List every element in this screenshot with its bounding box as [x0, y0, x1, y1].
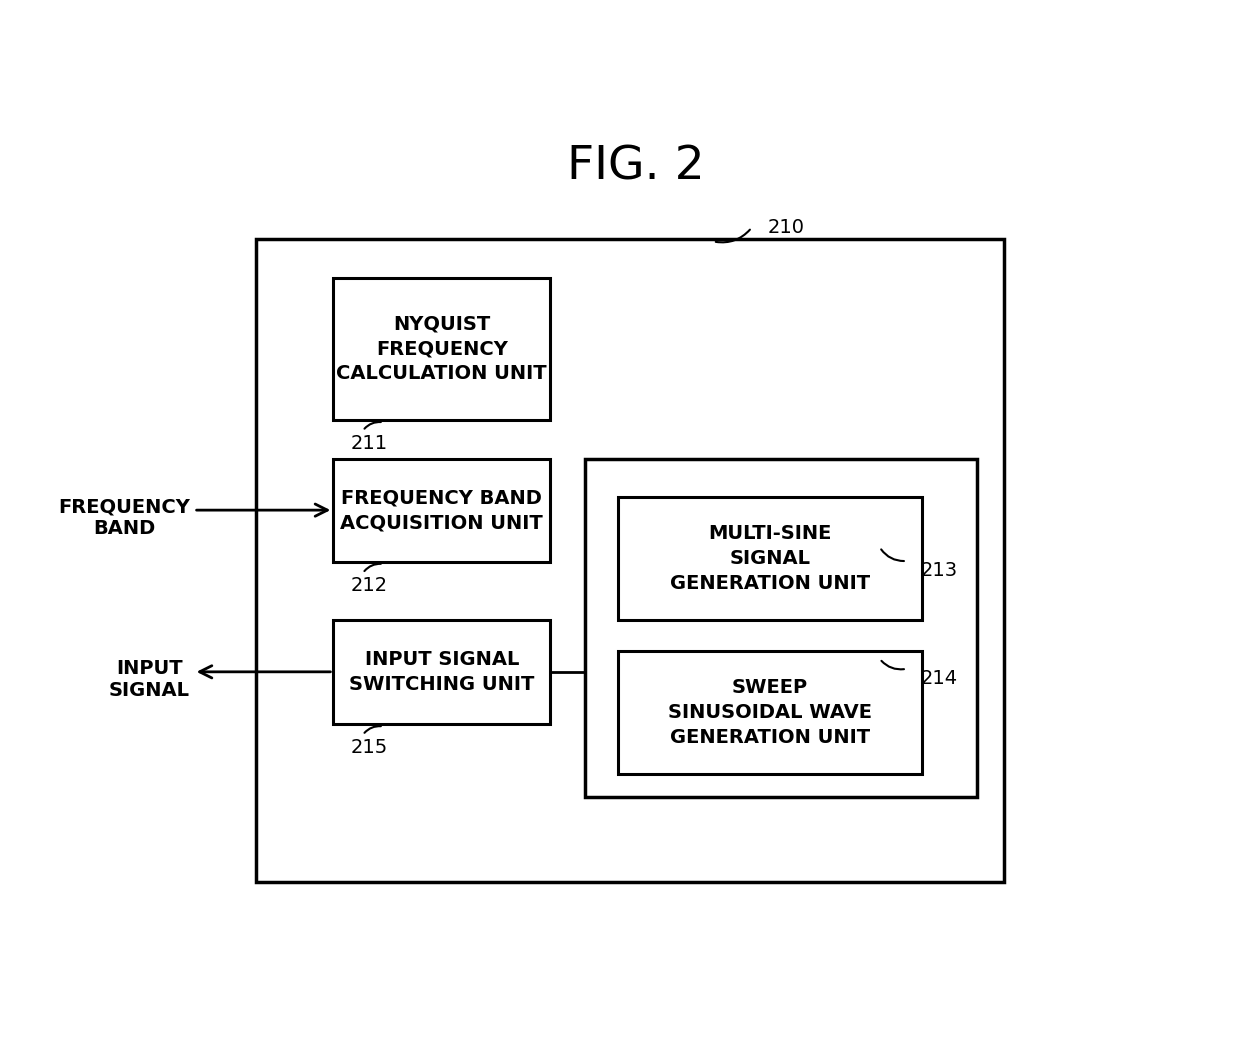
Bar — [618, 497, 923, 620]
Text: SWEEP
SINUSOIDAL WAVE
GENERATION UNIT: SWEEP SINUSOIDAL WAVE GENERATION UNIT — [668, 679, 872, 748]
Text: INPUT SIGNAL
SWITCHING UNIT: INPUT SIGNAL SWITCHING UNIT — [350, 650, 534, 695]
Text: 211: 211 — [350, 434, 387, 452]
Bar — [334, 277, 551, 421]
Text: MULTI-SINE
SIGNAL
GENERATION UNIT: MULTI-SINE SIGNAL GENERATION UNIT — [670, 525, 870, 594]
Text: FREQUENCY BAND
ACQUISITION UNIT: FREQUENCY BAND ACQUISITION UNIT — [340, 489, 543, 532]
Bar — [618, 651, 923, 774]
Bar — [334, 620, 551, 724]
Text: NYQUIST
FREQUENCY
CALCULATION UNIT: NYQUIST FREQUENCY CALCULATION UNIT — [336, 314, 547, 383]
Bar — [255, 239, 1003, 883]
Text: 212: 212 — [350, 577, 387, 596]
Text: FREQUENCY
BAND: FREQUENCY BAND — [58, 497, 190, 538]
Text: 214: 214 — [920, 669, 957, 688]
Bar — [585, 459, 977, 798]
Text: 210: 210 — [768, 219, 805, 237]
Bar — [334, 459, 551, 563]
Text: FIG. 2: FIG. 2 — [567, 145, 704, 190]
Text: 213: 213 — [920, 561, 957, 580]
Text: 215: 215 — [350, 738, 388, 757]
Text: INPUT
SIGNAL: INPUT SIGNAL — [109, 658, 190, 700]
